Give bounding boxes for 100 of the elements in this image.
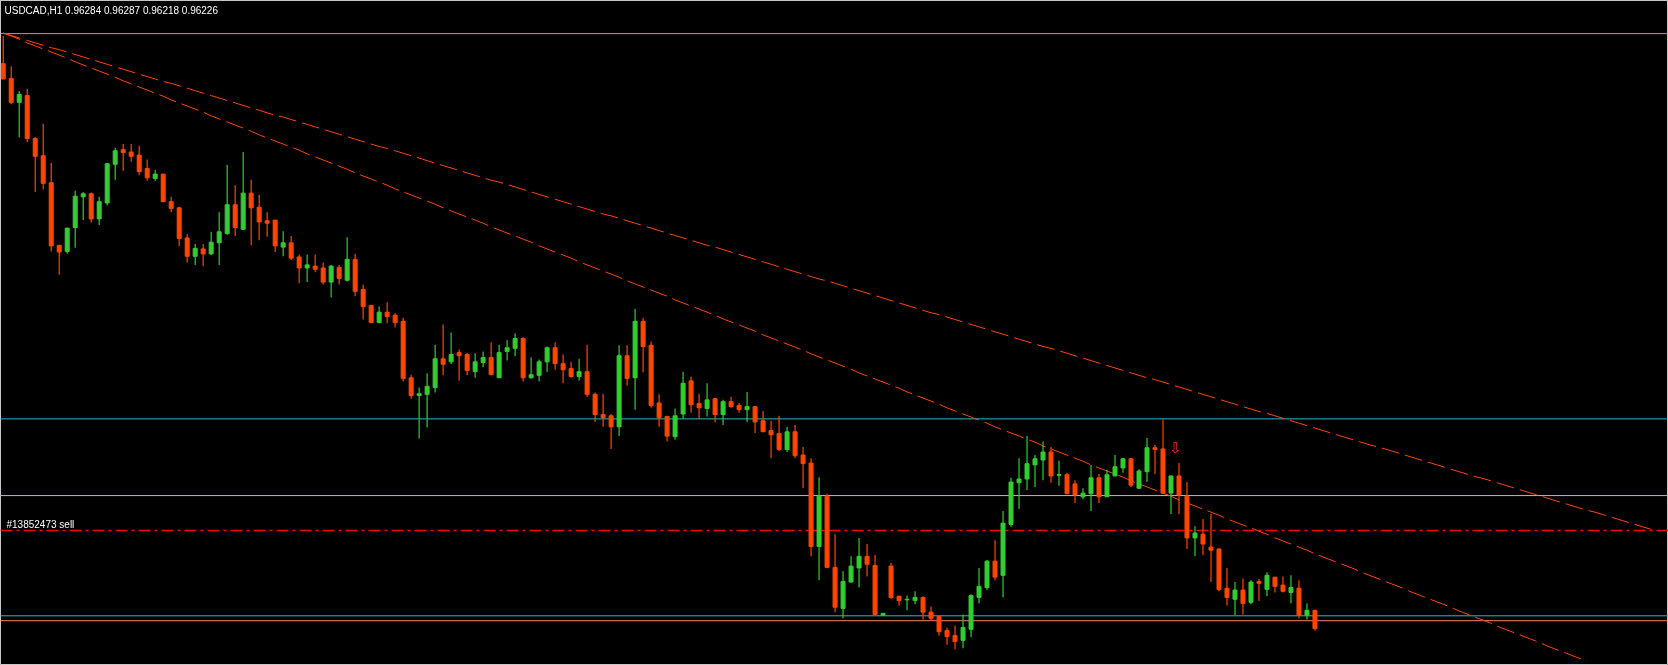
candlestick	[408, 374, 414, 400]
candlestick	[112, 147, 118, 181]
candlestick	[144, 158, 150, 182]
candlestick	[1016, 457, 1022, 510]
candlestick	[752, 406, 758, 434]
candlestick	[920, 595, 926, 621]
candlestick	[1208, 513, 1214, 583]
candlestick	[1104, 469, 1110, 498]
candlestick	[992, 539, 998, 581]
candlestick	[592, 391, 598, 423]
candlestick	[624, 344, 630, 387]
candlestick	[912, 590, 918, 605]
candlestick	[792, 424, 798, 459]
candlestick	[864, 543, 870, 578]
candlestick	[576, 358, 582, 382]
candlestick	[440, 323, 446, 376]
candlestick	[1088, 464, 1094, 512]
candlestick	[1224, 567, 1230, 606]
candlestick	[712, 398, 718, 424]
candlestick	[1248, 579, 1254, 605]
candlestick	[1168, 475, 1174, 515]
candlestick	[856, 537, 862, 589]
candlestick	[544, 345, 550, 373]
candlestick	[448, 331, 454, 365]
candlestick	[1304, 602, 1310, 621]
annotation: ⇩	[1169, 438, 1182, 457]
candlestick	[1032, 454, 1038, 488]
candlestick	[848, 555, 854, 583]
candlestick	[664, 415, 670, 443]
candlestick	[320, 261, 326, 286]
candlestick	[1072, 479, 1078, 504]
candlestick	[1240, 577, 1246, 616]
candlestick	[936, 615, 942, 637]
candlestick	[760, 410, 766, 433]
candlestick	[32, 136, 38, 193]
candlestick	[552, 341, 558, 371]
candlestick	[720, 399, 726, 426]
candlestick	[288, 235, 294, 261]
candlestick	[704, 382, 710, 418]
candlestick	[904, 594, 910, 611]
candlestick	[1264, 571, 1270, 597]
candlestick	[584, 344, 590, 398]
candlestick	[344, 236, 350, 283]
candlestick	[560, 353, 566, 384]
candlestick	[1256, 578, 1262, 602]
candlestick	[280, 230, 286, 257]
candlestick	[248, 179, 254, 246]
candlestick	[512, 333, 518, 357]
candlestick	[784, 426, 790, 453]
candlestick	[672, 407, 678, 441]
candlestick	[656, 393, 662, 428]
ref-line-label: #13852473 sell	[6, 518, 75, 530]
candlestick	[264, 211, 270, 238]
candlestick	[1096, 473, 1102, 504]
candlestick	[80, 191, 86, 221]
candlestick	[1200, 518, 1206, 556]
candlestick	[1048, 446, 1054, 484]
candlestick	[304, 253, 310, 283]
candlestick	[456, 348, 462, 382]
candlestick	[1232, 581, 1238, 616]
candlestick	[184, 233, 190, 264]
candlestick	[16, 90, 22, 138]
candlestick	[480, 350, 486, 368]
candlestick	[56, 244, 62, 276]
candlestick	[336, 264, 342, 286]
candlestick	[1288, 574, 1294, 605]
candlestick	[800, 446, 806, 489]
candlestick	[424, 372, 430, 429]
candlestick	[696, 393, 702, 420]
candlestick	[136, 145, 142, 176]
candlestick	[1024, 435, 1030, 491]
candlestick	[1176, 462, 1182, 515]
candlestick	[600, 393, 606, 428]
candlestick	[1136, 468, 1142, 490]
candlestick	[536, 358, 542, 383]
candlestick	[416, 387, 422, 440]
candlestick	[1112, 454, 1118, 477]
candlestick	[744, 391, 750, 423]
candlestick	[960, 613, 966, 649]
candlestick	[1152, 444, 1158, 475]
candlestick	[232, 184, 238, 237]
candlestick	[1056, 460, 1062, 487]
candlestick	[1192, 525, 1198, 557]
candlestick	[504, 339, 510, 362]
candlestick	[944, 626, 950, 646]
candlestick	[120, 143, 126, 172]
candlestick	[952, 625, 958, 651]
candlestick	[1080, 487, 1086, 500]
chart-title: USDCAD,H1 0.96284 0.96287 0.96218 0.96226	[4, 4, 219, 16]
candlestick	[976, 567, 982, 605]
candlestick	[488, 341, 494, 376]
candlestick	[200, 243, 206, 267]
candlestick	[8, 65, 14, 105]
candlestick	[192, 243, 198, 266]
candlestick	[1064, 472, 1070, 495]
candlestick	[1144, 437, 1150, 483]
candlestick	[1040, 440, 1046, 481]
candlestick	[328, 264, 334, 299]
candlestick	[96, 196, 102, 226]
candlestick	[472, 352, 478, 379]
